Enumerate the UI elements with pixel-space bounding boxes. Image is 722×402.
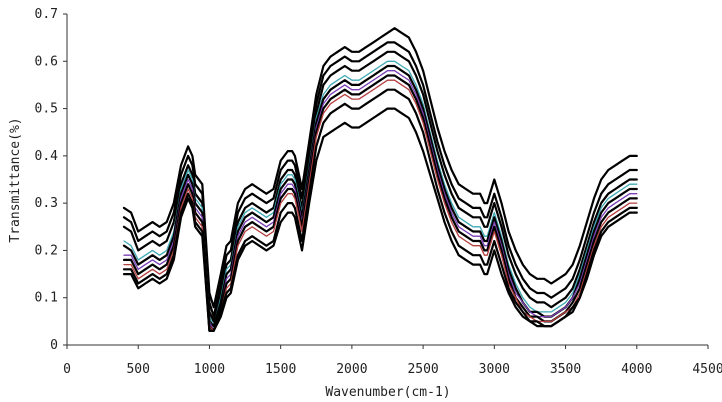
y-axis-title: Transmittance(%) (8, 117, 23, 242)
x-tick-label: 1000 (194, 362, 225, 377)
x-tick-label: 1500 (265, 362, 296, 377)
spectrum-line-3 (122, 50, 638, 323)
y-axis-ticks: 0 0.1 0.2 0.3 0.4 0.5 0.6 0.7 (35, 7, 67, 353)
y-tick-label: 0.7 (35, 7, 58, 22)
x-tick-label: 0 (63, 362, 71, 377)
x-axis-ticks: 0 500 1000 1500 2000 2500 3000 3500 4000 4500 (63, 345, 722, 377)
y-tick-label: 0.3 (35, 196, 58, 211)
y-tick-label: 0.5 (35, 102, 58, 117)
y-tick-label: 0.2 (35, 243, 58, 258)
x-tick-label: 2500 (407, 362, 438, 377)
spectrum-line-5 (122, 64, 638, 328)
x-tick-label: 2000 (336, 362, 367, 377)
spectrum-line-4 (123, 60, 638, 327)
x-tick-label: 4000 (621, 362, 652, 377)
y-tick-label: 0 (50, 338, 58, 353)
spectrum-line-2 (122, 41, 638, 318)
y-tick-label: 0.4 (35, 149, 59, 164)
x-tick-label: 3000 (479, 362, 510, 377)
x-axis-title: Wavenumber(cm-1) (325, 385, 450, 400)
spectrum-line-10 (122, 107, 638, 332)
series-layer (122, 27, 638, 332)
x-tick-label: 3500 (550, 362, 581, 377)
x-tick-label: 500 (126, 362, 149, 377)
y-tick-label: 0.1 (35, 291, 58, 306)
y-tick-label: 0.6 (35, 54, 58, 69)
x-tick-label: 4500 (692, 362, 722, 377)
